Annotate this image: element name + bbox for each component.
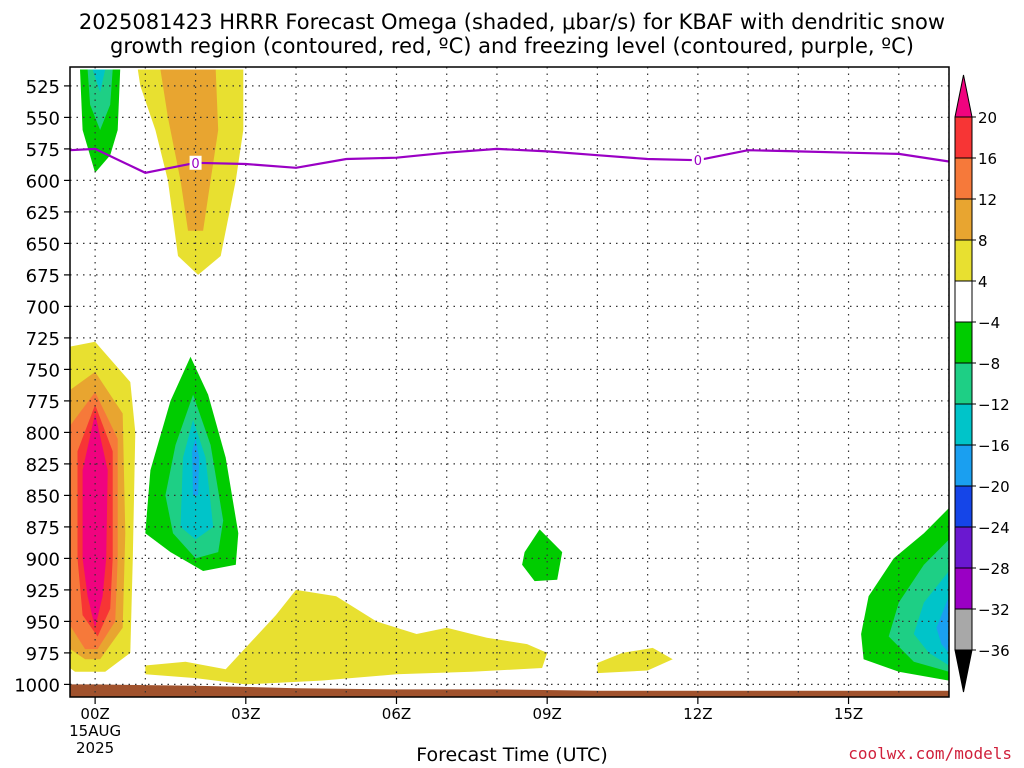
colorbar-label-13: −36	[978, 642, 1010, 660]
omega-region-13	[192, 438, 200, 496]
omega-region-1	[87, 69, 113, 130]
colorbar-swatch-12	[954, 567, 973, 610]
y-tick-label-650: 650	[26, 234, 60, 255]
colorbar-label-7: −12	[978, 396, 1010, 414]
omega-region-2	[92, 69, 106, 93]
freezing-level-label-1: 0	[694, 154, 702, 169]
colorbar-label-5: −4	[978, 314, 1000, 332]
colorbar-label-1: 16	[978, 150, 997, 168]
y-tick-label-950: 950	[26, 612, 60, 633]
colorbar-swatch-7	[954, 362, 973, 405]
y-tick-label-700: 700	[26, 297, 60, 318]
colorbar-swatch-9	[954, 444, 973, 487]
omega-shading	[70, 69, 949, 685]
freezing-label-bg-0	[189, 155, 202, 170]
colorbar-label-0: 20	[978, 109, 997, 127]
colorbar-label-10: −24	[978, 519, 1010, 537]
plot-frame	[69, 66, 950, 698]
y-tick-label-800: 800	[26, 423, 60, 444]
chart-title-line-2: growth region (contoured, red, ºC) and f…	[110, 34, 914, 58]
y-tick-label-875: 875	[26, 518, 60, 539]
y-tick-label-575: 575	[26, 140, 60, 161]
colorbar-swatch-8	[954, 403, 973, 446]
colorbar-swatch-3	[954, 198, 973, 241]
colorbar: 20 16 12 8 4 −4 −8 −12 −16 −20 −24 −28 −32 −36	[954, 74, 1010, 693]
x-tick-date-day: 15AUG	[69, 722, 121, 740]
omega-region-14	[145, 589, 548, 685]
y-tick-label-750: 750	[26, 360, 60, 381]
terrain-layer	[70, 684, 949, 697]
colorbar-swatch-2	[954, 157, 973, 200]
omega-region-9	[82, 413, 108, 628]
x-tick-label-9: 09Z	[532, 705, 561, 723]
x-tick-label-15: 15Z	[834, 705, 863, 723]
omega-region-4	[160, 69, 219, 231]
colorbar-swatch-11	[954, 526, 973, 569]
colorbar-label-6: −8	[978, 355, 1000, 373]
y-axis: 525 550 575 600 625 650 675 700 725 750 775 800 825 8…	[14, 77, 70, 696]
y-tick-label-625: 625	[26, 203, 60, 224]
y-tick-label-825: 825	[26, 455, 60, 476]
x-tick-date-year: 2025	[76, 739, 114, 757]
omega-region-19	[913, 571, 949, 666]
colorbar-swatch-4	[954, 239, 973, 282]
colorbar-swatch-5	[954, 280, 973, 323]
colorbar-swatch-13	[954, 608, 973, 651]
omega-region-16	[522, 529, 563, 582]
colorbar-label-11: −28	[978, 560, 1010, 578]
colorbar-label-9: −20	[978, 478, 1010, 496]
colorbar-swatch-10	[954, 485, 973, 528]
x-tick-label-6: 06Z	[382, 705, 411, 723]
x-tick-label-0: 00Z	[80, 705, 109, 723]
y-tick-label-675: 675	[26, 266, 60, 287]
colorbar-bottom-arrow	[954, 649, 973, 693]
colorbar-label-8: −16	[978, 437, 1010, 455]
terrain-fill	[70, 684, 949, 697]
y-tick-label-600: 600	[26, 171, 60, 192]
x-tick-label-12: 12Z	[683, 705, 712, 723]
y-tick-label-975: 975	[26, 644, 60, 665]
omega-region-20	[936, 596, 949, 653]
x-axis-label: Forecast Time (UTC)	[416, 744, 608, 766]
colorbar-top-arrow	[954, 74, 973, 118]
colorbar-label-12: −32	[978, 601, 1010, 619]
y-tick-label-775: 775	[26, 392, 60, 413]
grid-lines	[70, 67, 949, 697]
chart-title-line-1: 2025081423 HRRR Forecast Omega (shaded, …	[78, 10, 946, 34]
y-tick-label-1000: 1000	[14, 675, 60, 696]
x-tick-label-3: 03Z	[231, 705, 260, 723]
y-tick-label-850: 850	[26, 486, 60, 507]
freezing-level-label-0: 0	[191, 157, 199, 172]
y-tick-label-525: 525	[26, 77, 60, 98]
y-tick-label-925: 925	[26, 581, 60, 602]
colorbar-swatch-6	[954, 321, 973, 364]
colorbar-label-2: 12	[978, 191, 997, 209]
colorbar-label-4: 4	[978, 273, 988, 291]
freezing-label-bg-1	[691, 153, 704, 168]
colorbar-swatch-1	[954, 116, 973, 159]
credit-text: coolwx.com/models	[848, 744, 1012, 763]
omega-region-15	[597, 647, 673, 674]
colorbar-label-3: 8	[978, 232, 988, 250]
y-tick-label-550: 550	[26, 108, 60, 129]
y-tick-label-725: 725	[26, 329, 60, 350]
y-tick-label-900: 900	[26, 549, 60, 570]
